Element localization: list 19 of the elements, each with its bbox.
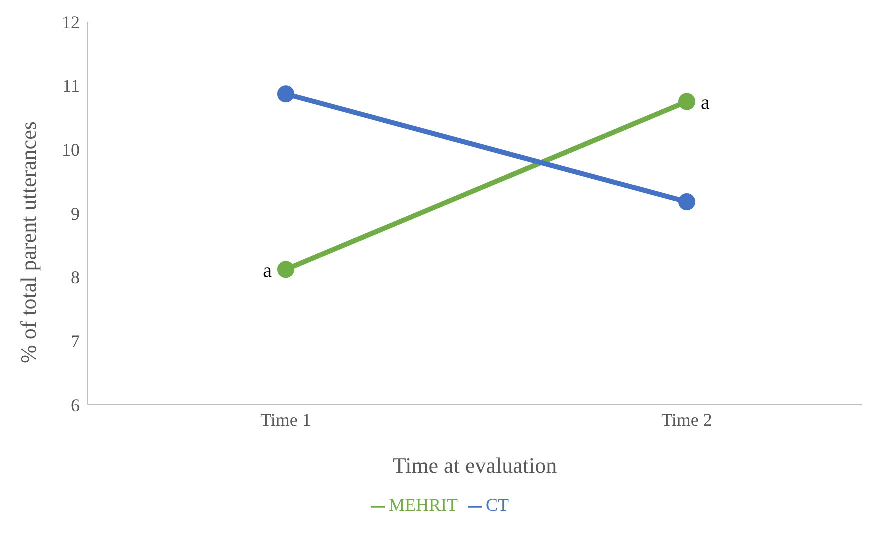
- y-tick-label: 11: [62, 76, 80, 96]
- x-axis-title: Time at evaluation: [392, 453, 558, 478]
- y-tick-label: 8: [71, 268, 80, 288]
- y-tick-label: 12: [62, 12, 80, 32]
- annotation: a: [263, 260, 272, 282]
- y-tick-label: 9: [71, 204, 80, 224]
- x-tick-label: Time 1: [260, 410, 312, 430]
- point: [278, 261, 294, 278]
- y-tick-label: 6: [71, 395, 80, 416]
- point: [278, 86, 294, 103]
- annotation: a: [701, 92, 710, 114]
- y-tick-label: 10: [62, 140, 80, 160]
- y-axis-title: % of total parent utterances: [16, 122, 41, 364]
- legend-label: MEHRIT: [388, 495, 458, 515]
- y-tick-label: 7: [71, 332, 80, 352]
- legend-label: CT: [486, 495, 509, 515]
- point: [678, 93, 696, 110]
- x-tick-label: Time 2: [662, 410, 712, 430]
- point: [678, 194, 696, 211]
